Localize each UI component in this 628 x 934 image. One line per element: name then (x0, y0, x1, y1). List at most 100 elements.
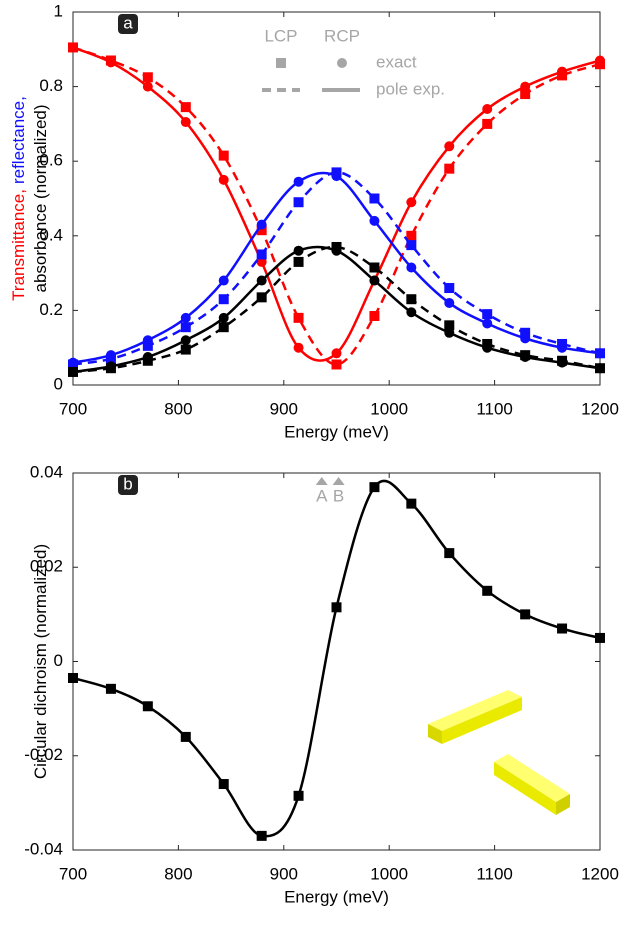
data-point (444, 163, 455, 174)
data-point (406, 262, 417, 273)
data-point (331, 602, 342, 613)
data-point (256, 225, 267, 236)
data-point (218, 312, 229, 323)
y-tick-label: 0 (54, 651, 63, 670)
data-point (482, 118, 493, 129)
data-point (482, 585, 493, 596)
data-point (482, 309, 493, 320)
data-point (68, 672, 78, 683)
panel-label: b (123, 474, 132, 493)
data-point (180, 731, 191, 742)
data-point (557, 623, 568, 634)
data-point (218, 322, 229, 333)
x-tick-label: 1000 (370, 864, 408, 883)
data-point (105, 57, 116, 68)
data-point (180, 312, 191, 323)
x-tick-label: 1100 (476, 864, 513, 883)
data-point (105, 683, 116, 694)
data-point (520, 89, 531, 100)
plot-frame (72, 472, 601, 851)
data-point (180, 117, 191, 128)
panel-badge (118, 14, 138, 34)
data-point (520, 81, 531, 92)
y-axis-label-part: Circular dichroism (normalized) (31, 544, 50, 779)
y-axis-label: absorbance (normalized) (31, 104, 50, 292)
data-point (595, 363, 605, 374)
data-point (142, 352, 153, 363)
data-point (256, 830, 267, 841)
data-point (369, 482, 380, 493)
data-point (406, 307, 417, 318)
legend-label: LCP (264, 26, 297, 45)
series-line (72, 171, 601, 366)
plot-frame (72, 11, 601, 386)
legend-label: exact (376, 52, 417, 71)
x-tick-label: 700 (59, 864, 87, 883)
data-point (218, 275, 229, 286)
data-point (557, 66, 568, 77)
data-point (331, 359, 342, 370)
y-axis-label-part: reflectance, (9, 96, 28, 184)
nanorods (428, 690, 570, 815)
data-point (482, 103, 493, 114)
data-point (406, 240, 417, 251)
y-tick-label: 1 (54, 1, 63, 20)
x-tick-label: 900 (270, 399, 298, 418)
data-point (520, 333, 531, 344)
data-point (369, 310, 380, 321)
panel-label: a (123, 13, 133, 32)
data-point (406, 498, 417, 509)
data-point (444, 548, 455, 559)
resonance-marker (332, 477, 345, 485)
y-tick-label: -0.02 (24, 745, 63, 764)
y-tick-label: -0.04 (24, 839, 63, 858)
data-point (293, 790, 304, 801)
data-point (406, 230, 417, 241)
resonance-label: A (316, 486, 328, 505)
data-point (482, 318, 493, 329)
data-point (444, 327, 455, 338)
y-tick-label: 0.04 (30, 462, 63, 481)
y-axis-label-part: absorbance (normalized) (31, 104, 50, 292)
data-point (293, 197, 304, 208)
data-point (256, 275, 267, 286)
data-point (256, 219, 267, 230)
data-point (68, 366, 78, 377)
data-point (105, 361, 116, 372)
x-tick-label: 1100 (476, 399, 513, 418)
x-tick-label: 700 (59, 399, 87, 418)
data-point (68, 357, 78, 368)
data-point (293, 245, 304, 256)
data-point (331, 348, 342, 359)
y-axis-label-part: Transmittance, (9, 189, 28, 301)
data-point (444, 320, 455, 331)
x-tick-label: 1200 (581, 864, 619, 883)
x-tick-label: 1000 (370, 399, 408, 418)
data-point (256, 249, 267, 260)
x-axis-label: Energy (meV) (284, 887, 389, 906)
data-point (68, 42, 78, 53)
series-line (72, 479, 601, 838)
data-point (218, 174, 229, 185)
data-point (331, 171, 342, 182)
data-point (142, 340, 153, 351)
y-axis-label: Circular dichroism (normalized) (31, 544, 50, 779)
legend-marker (337, 58, 347, 68)
data-point (293, 312, 304, 323)
data-point (180, 344, 191, 355)
data-point (520, 609, 531, 620)
data-point (142, 72, 153, 83)
data-point (557, 342, 568, 353)
data-point (218, 294, 229, 305)
data-point (520, 352, 531, 363)
x-tick-label: 1200 (581, 399, 619, 418)
data-point (218, 150, 229, 161)
data-point (142, 81, 153, 92)
y-tick-label: 0.6 (39, 151, 63, 170)
legend-label: RCP (324, 26, 360, 45)
data-point (369, 262, 380, 273)
data-point (595, 632, 605, 643)
y-axis-label: Transmittance, reflectance, (9, 96, 28, 301)
data-point (180, 335, 191, 346)
data-point (406, 294, 417, 305)
